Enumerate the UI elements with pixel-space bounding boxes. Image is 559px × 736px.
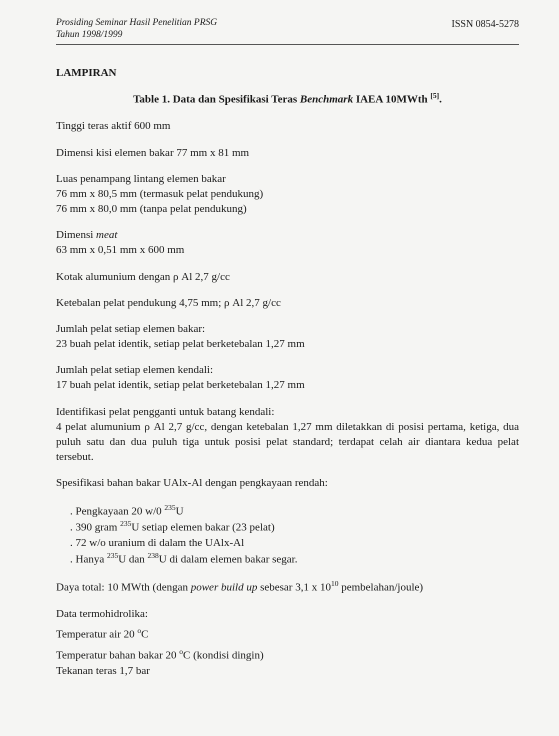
- power-build-up: power build up: [191, 582, 258, 594]
- text: U setiap elemen bakar (23 pelat): [131, 522, 274, 534]
- para-tinggi: Tinggi teras aktif 600 mm: [56, 119, 519, 134]
- line: Dimensi meat: [56, 228, 519, 243]
- caption-ref: [5]: [430, 91, 439, 100]
- journal-info: Prosiding Seminar Hasil Penelitian PRSG …: [56, 18, 217, 42]
- list-item: . Pengkayaan 20 w/0 235U: [70, 503, 519, 520]
- text: U di dalam elemen bakar segar.: [159, 554, 298, 566]
- text: Ketebalan pelat pendukung 4,75 mm;: [56, 297, 224, 309]
- isotope-sup: 235: [164, 503, 175, 512]
- journal-line2: Tahun 1998/1999: [56, 30, 217, 42]
- text: U: [176, 505, 184, 517]
- fuel-spec-list: . Pengkayaan 20 w/0 235U . 390 gram 235U…: [70, 503, 519, 569]
- line: 17 buah pelat identik, setiap pelat berk…: [56, 378, 519, 393]
- section-title: LAMPIRAN: [56, 67, 519, 79]
- para-identifikasi: Identifikasi pelat pengganti untuk batan…: [56, 405, 519, 466]
- text: 4 pelat alumunium: [56, 421, 144, 433]
- text: Temperatur bahan bakar 20: [56, 650, 179, 662]
- para-temp-bahan: Temperatur bahan bakar 20 oC (kondisi di…: [56, 647, 519, 664]
- text: Dimensi: [56, 229, 96, 241]
- text: Daya total: 10 MWth (dengan: [56, 582, 191, 594]
- line: Identifikasi pelat pengganti untuk batan…: [56, 405, 519, 420]
- line: Jumlah pelat setiap elemen kendali:: [56, 363, 519, 378]
- text: . 390 gram: [70, 522, 120, 534]
- para-spesifikasi: Spesifikasi bahan bakar UAlx-Al dengan p…: [56, 476, 519, 491]
- text: pembelahan/joule): [338, 582, 423, 594]
- caption-benchmark: Benchmark: [300, 93, 353, 105]
- text: Al 2,7 g/cc: [230, 297, 281, 309]
- para-jumlah-kendali: Jumlah pelat setiap elemen kendali: 17 b…: [56, 363, 519, 393]
- para-dimensi-meat: Dimensi meat 63 mm x 0,51 mm x 600 mm: [56, 228, 519, 258]
- page-header: Prosiding Seminar Hasil Penelitian PRSG …: [56, 18, 519, 42]
- para-ketebalan-pelat: Ketebalan pelat pendukung 4,75 mm; ρ Al …: [56, 296, 519, 311]
- line: 23 buah pelat identik, setiap pelat berk…: [56, 337, 519, 352]
- text: Al 2,7 g/cc: [179, 271, 230, 283]
- journal-line1: Prosiding Seminar Hasil Penelitian PRSG: [56, 18, 217, 30]
- text: Temperatur air 20: [56, 629, 137, 641]
- line: 76 mm x 80,0 mm (tanpa pelat pendukung): [56, 202, 519, 217]
- text: U dan: [118, 554, 147, 566]
- document-body: Tinggi teras aktif 600 mm Dimensi kisi e…: [56, 119, 519, 679]
- line: Jumlah pelat setiap elemen bakar:: [56, 322, 519, 337]
- header-rule: [56, 44, 519, 45]
- text: Kotak alumunium dengan: [56, 271, 173, 283]
- para-luas-penampang: Luas penampang lintang elemen bakar 76 m…: [56, 172, 519, 218]
- isotope-sup: 235: [107, 551, 118, 560]
- caption-end: .: [439, 93, 442, 105]
- para-dimensi-kisi: Dimensi kisi elemen bakar 77 mm x 81 mm: [56, 146, 519, 161]
- text: C: [141, 629, 148, 641]
- isotope-sup: 235: [120, 519, 131, 528]
- issn: ISSN 0854-5278: [451, 19, 519, 30]
- list-item: . Hanya 235U dan 238U di dalam elemen ba…: [70, 551, 519, 568]
- list-item: . 390 gram 235U setiap elemen bakar (23 …: [70, 519, 519, 536]
- list-item: . 72 w/o uranium di dalam the UAlx-Al: [70, 536, 519, 551]
- text: . Hanya: [70, 554, 107, 566]
- caption-prefix: Table 1. Data dan Spesifikasi Teras: [133, 93, 300, 105]
- para-termohidrolika: Data termohidrolika:: [56, 607, 519, 622]
- line: 76 mm x 80,5 mm (termasuk pelat pendukun…: [56, 187, 519, 202]
- para-daya-total: Daya total: 10 MWth (dengan power build …: [56, 579, 519, 596]
- meat-italic: meat: [96, 229, 117, 241]
- para-tekanan: Tekanan teras 1,7 bar: [56, 664, 519, 679]
- text: sebesar 3,1 x 10: [257, 582, 331, 594]
- para-temp-air: Temperatur air 20 oC: [56, 626, 519, 643]
- para-jumlah-bakar: Jumlah pelat setiap elemen bakar: 23 bua…: [56, 322, 519, 352]
- table-caption: Table 1. Data dan Spesifikasi Teras Benc…: [56, 91, 519, 106]
- text: C (kondisi dingin): [183, 650, 264, 662]
- line: Luas penampang lintang elemen bakar: [56, 172, 519, 187]
- text: . Pengkayaan 20 w/0: [70, 505, 164, 517]
- caption-suffix: IAEA 10MWth: [353, 93, 430, 105]
- para-kotak-al: Kotak alumunium dengan ρ Al 2,7 g/cc: [56, 270, 519, 285]
- line: 63 mm x 0,51 mm x 600 mm: [56, 243, 519, 258]
- isotope-sup: 238: [148, 551, 159, 560]
